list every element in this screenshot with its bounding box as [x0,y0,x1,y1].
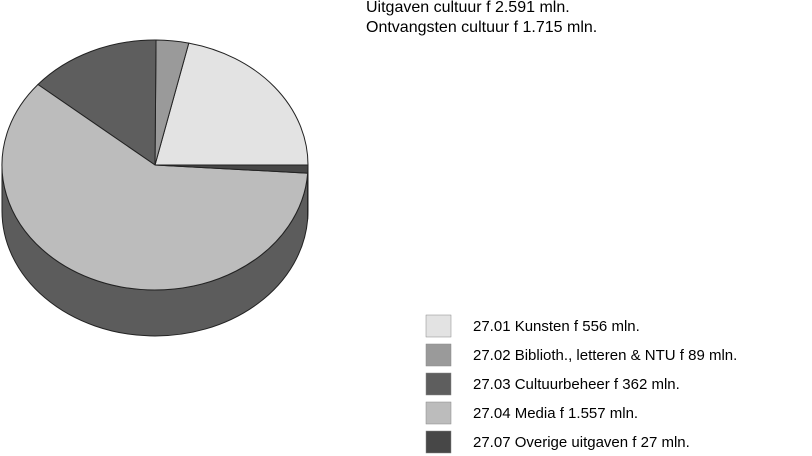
legend-swatch [425,430,452,454]
pie-slice [37,39,157,166]
legend-swatch [425,343,452,367]
legend-label: 27.04 Media f 1.557 mln. [473,405,638,422]
legend-label: 27.01 Kunsten f 556 mln. [473,318,640,335]
legend-swatch [425,372,452,396]
legend-swatch [425,401,452,425]
pie-slice [1,83,309,291]
legend-swatch [425,314,452,338]
chart-title: Uitgaven cultuur f 2.591 mln. [366,0,570,16]
legend-label: 27.02 Biblioth., letteren & NTU f 89 mln… [473,347,737,364]
pie-slice [154,42,309,166]
legend-label: 27.07 Overige uitgaven f 27 mln. [473,434,690,451]
pie-slice [154,164,309,174]
chart-subtitle: Ontvangsten cultuur f 1.715 mln. [366,19,597,36]
legend-label: 27.03 Cultuurbeheer f 362 mln. [473,376,680,393]
